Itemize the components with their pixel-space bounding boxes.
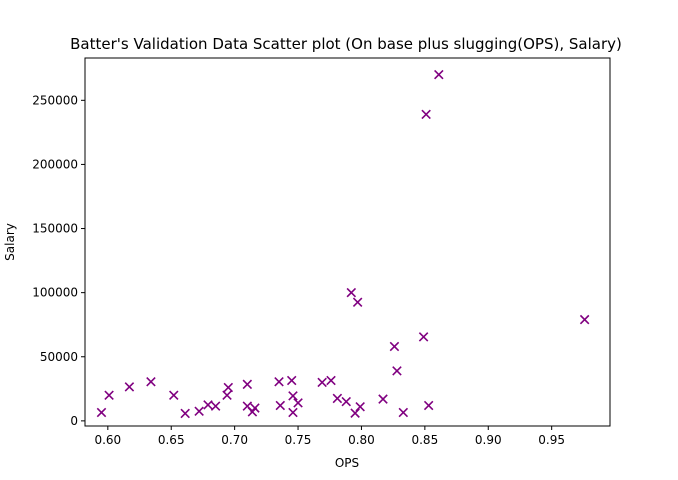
data-point bbox=[274, 376, 284, 387]
data-point bbox=[169, 390, 179, 400]
data-point bbox=[326, 375, 336, 386]
y-tick-label: 0 bbox=[70, 414, 78, 428]
data-point bbox=[355, 402, 365, 412]
data-point bbox=[275, 400, 286, 411]
x-tick-label: 0.95 bbox=[538, 433, 565, 447]
data-point bbox=[423, 400, 434, 411]
data-point bbox=[392, 366, 402, 376]
y-axis-label: Salary bbox=[3, 223, 17, 261]
x-tick-label: 0.85 bbox=[411, 433, 438, 447]
x-tick-label: 0.60 bbox=[94, 433, 121, 447]
data-point bbox=[398, 407, 409, 418]
x-axis-label: OPS bbox=[335, 456, 359, 470]
y-tick-label: 50000 bbox=[40, 350, 78, 364]
data-point bbox=[341, 396, 351, 407]
data-point bbox=[250, 403, 260, 413]
data-point bbox=[378, 394, 388, 404]
x-tick-label: 0.65 bbox=[158, 433, 185, 447]
data-point bbox=[288, 391, 298, 401]
chart-title: Batter's Validation Data Scatter plot (O… bbox=[70, 35, 622, 53]
data-point bbox=[96, 407, 107, 418]
data-point bbox=[222, 390, 232, 400]
x-tick-label: 0.75 bbox=[285, 433, 312, 447]
data-point bbox=[203, 400, 213, 410]
data-point bbox=[124, 382, 135, 392]
data-point bbox=[352, 297, 363, 308]
y-tick-label: 200000 bbox=[32, 157, 78, 171]
y-tick-label: 100000 bbox=[32, 286, 78, 300]
plot-area-frame bbox=[84, 57, 611, 427]
data-point bbox=[194, 406, 204, 417]
data-point bbox=[317, 377, 327, 388]
data-point bbox=[288, 407, 298, 418]
data-point bbox=[421, 109, 431, 120]
y-tick-label: 150000 bbox=[32, 222, 78, 236]
data-points bbox=[96, 69, 590, 419]
data-point bbox=[104, 390, 114, 400]
data-point bbox=[346, 287, 357, 298]
data-point bbox=[286, 375, 297, 386]
x-tick-label: 0.70 bbox=[221, 433, 248, 447]
data-point bbox=[223, 382, 234, 393]
data-point bbox=[293, 398, 303, 408]
data-point bbox=[434, 69, 444, 80]
data-point bbox=[389, 341, 400, 352]
data-point bbox=[418, 332, 429, 342]
data-point bbox=[332, 393, 343, 404]
x-tick-label: 0.90 bbox=[475, 433, 502, 447]
y-axis: 0 50000 100000 150000 200000 250000 bbox=[32, 93, 85, 428]
data-point bbox=[180, 408, 190, 419]
x-axis: 0.60 0.65 0.70 0.75 0.80 0.85 0.90 0.95 bbox=[94, 426, 565, 447]
data-point bbox=[210, 401, 221, 411]
x-tick-label: 0.80 bbox=[348, 433, 375, 447]
y-tick-label: 250000 bbox=[32, 93, 78, 107]
data-point bbox=[350, 408, 360, 418]
data-point bbox=[242, 379, 253, 390]
data-point bbox=[146, 376, 156, 387]
data-point bbox=[579, 314, 590, 325]
